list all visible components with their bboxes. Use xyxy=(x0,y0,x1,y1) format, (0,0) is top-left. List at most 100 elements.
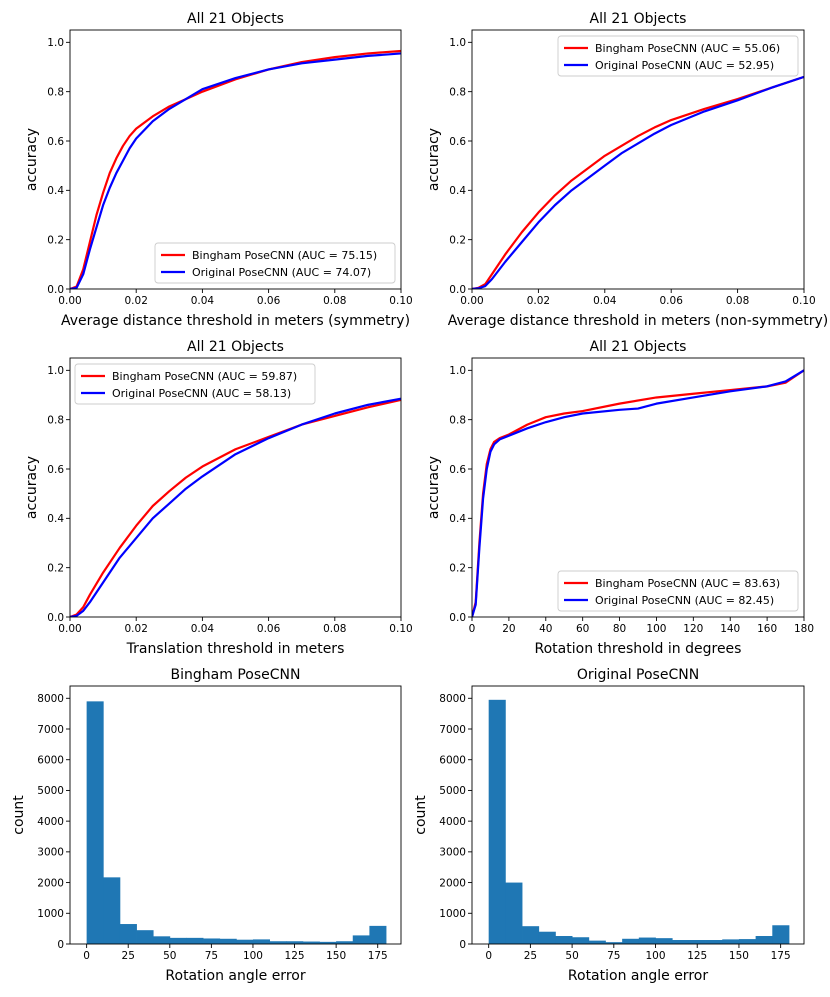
y-tick-label: 8000 xyxy=(439,693,466,705)
histogram-bar xyxy=(86,701,104,944)
histogram-bar xyxy=(672,940,690,944)
x-tick-label: 0.06 xyxy=(257,295,281,307)
legend: Bingham PoseCNN (AUC = 55.06) Original Po… xyxy=(557,35,799,77)
x-tick-label: 75 xyxy=(205,950,218,962)
y-tick-label: 0.4 xyxy=(47,185,64,197)
chart-title: All 21 Objects xyxy=(590,11,687,27)
legend-label: Bingham PoseCNN (AUC = 59.87) xyxy=(112,370,297,383)
x-tick-label: 0.08 xyxy=(323,295,346,307)
y-tick-label: 0.6 xyxy=(449,464,466,476)
x-tick-label: 25 xyxy=(524,950,537,962)
chart-panel-5: 0 25 50 75 100 125 150 175 0 1000 2000 3000 4000 5000… xyxy=(11,667,402,984)
x-tick-label: 0 xyxy=(469,623,476,635)
x-tick-label: 0.04 xyxy=(593,295,617,307)
x-tick-label: 125 xyxy=(285,950,305,962)
histogram-bar xyxy=(505,882,523,944)
y-tick-label: 2000 xyxy=(439,877,466,889)
legend-box xyxy=(557,35,799,77)
chart-panel-4: 0 20 40 60 80 100 120 140 160 180 0.0 0.2 0.4 0.6 0.8 1… xyxy=(426,339,814,657)
x-tick-label: 0.10 xyxy=(792,295,815,307)
x-tick-label: 180 xyxy=(794,623,814,635)
chart-title: Original PoseCNN xyxy=(577,667,699,683)
y-tick-label: 0.4 xyxy=(449,185,466,197)
histogram-bar xyxy=(638,937,656,944)
plot-frame xyxy=(471,357,805,618)
chart-panel-6: 0 25 50 75 100 125 150 175 0 1000 2000 3000 4000 5000… xyxy=(413,667,805,984)
x-tick-label: 50 xyxy=(565,950,578,962)
y-tick-label: 5000 xyxy=(37,785,64,797)
y-tick-label: 7000 xyxy=(37,724,64,736)
plot-frame xyxy=(69,357,402,618)
legend-box xyxy=(557,570,799,612)
x-tick-label: 80 xyxy=(613,623,626,635)
y-tick-label: 7000 xyxy=(439,724,466,736)
x-tick-label: 50 xyxy=(163,950,176,962)
series-line-bingham xyxy=(70,398,401,617)
x-tick-label: 0.00 xyxy=(58,295,81,307)
y-tick-label: 2000 xyxy=(37,877,64,889)
y-tick-label: 6000 xyxy=(37,755,64,767)
y-tick-label: 0.0 xyxy=(449,612,466,624)
y-axis-label: accuracy xyxy=(24,128,40,191)
x-tick-label: 0.10 xyxy=(389,623,412,635)
y-tick-label: 1.0 xyxy=(449,365,466,377)
y-tick-label: 0.6 xyxy=(47,464,64,476)
x-tick-label: 150 xyxy=(326,950,346,962)
y-tick-label: 0.4 xyxy=(47,513,64,525)
histogram-bar xyxy=(738,939,757,944)
histogram-bar xyxy=(369,925,387,944)
y-tick-label: 0.0 xyxy=(47,284,64,296)
histogram-bar xyxy=(772,925,790,944)
legend: Bingham PoseCNN (AUC = 59.87) Original Po… xyxy=(74,363,316,405)
histogram-bar xyxy=(522,926,540,944)
x-tick-label: 0.10 xyxy=(389,295,412,307)
series-line-original xyxy=(70,52,401,289)
histogram-bar xyxy=(252,939,270,944)
x-axis-label: Rotation angle error xyxy=(165,968,305,984)
series-line-original xyxy=(70,397,401,617)
x-tick-label: 175 xyxy=(368,950,388,962)
x-tick-label: 125 xyxy=(687,950,707,962)
histogram-bar xyxy=(488,699,506,944)
chart-title: All 21 Objects xyxy=(187,11,284,27)
x-tick-label: 0.02 xyxy=(527,295,550,307)
y-tick-label: 1000 xyxy=(37,908,64,920)
y-axis-label: count xyxy=(413,795,429,835)
legend-label: Bingham PoseCNN (AUC = 55.06) xyxy=(595,42,780,55)
histogram-bar xyxy=(336,941,354,944)
series-line-bingham xyxy=(472,75,804,289)
x-tick-label: 0.02 xyxy=(125,295,148,307)
histogram-bar xyxy=(622,938,640,944)
x-tick-label: 160 xyxy=(757,623,777,635)
y-tick-label: 0.6 xyxy=(449,136,466,148)
y-tick-label: 6000 xyxy=(439,755,466,767)
chart-title: All 21 Objects xyxy=(590,339,687,355)
x-axis-label: Average distance threshold in meters (no… xyxy=(448,313,828,329)
y-tick-label: 1.0 xyxy=(47,37,64,49)
legend-label: Original PoseCNN (AUC = 58.13) xyxy=(112,387,291,400)
y-tick-label: 1.0 xyxy=(449,37,466,49)
y-axis-label: count xyxy=(11,795,27,835)
x-tick-label: 0.08 xyxy=(726,295,749,307)
chart-panel-1: 0.00 0.02 0.04 0.06 0.08 0.10 0.0 0.2 0.4 0.6 0.8 1… xyxy=(24,11,413,329)
legend: Bingham PoseCNN (AUC = 83.63) Original Po… xyxy=(557,570,799,612)
histogram-bar xyxy=(119,924,137,944)
histogram-bar xyxy=(319,941,337,944)
y-tick-label: 0.4 xyxy=(449,513,466,525)
histogram-bar xyxy=(722,939,740,944)
y-tick-label: 0.2 xyxy=(47,562,64,574)
y-tick-label: 0 xyxy=(57,939,64,951)
histogram-bar xyxy=(352,935,370,944)
x-tick-label: 60 xyxy=(576,623,589,635)
x-tick-label: 25 xyxy=(122,950,135,962)
y-tick-label: 0.0 xyxy=(47,612,64,624)
legend-label: Original PoseCNN (AUC = 52.95) xyxy=(595,59,774,72)
plot-frame xyxy=(69,29,402,290)
y-tick-label: 0.8 xyxy=(449,414,466,426)
x-axis-label: Rotation threshold in degrees xyxy=(535,641,742,657)
x-tick-label: 40 xyxy=(539,623,552,635)
y-tick-label: 0.6 xyxy=(47,136,64,148)
histogram-bar xyxy=(136,930,154,944)
y-tick-label: 0.2 xyxy=(449,234,466,246)
